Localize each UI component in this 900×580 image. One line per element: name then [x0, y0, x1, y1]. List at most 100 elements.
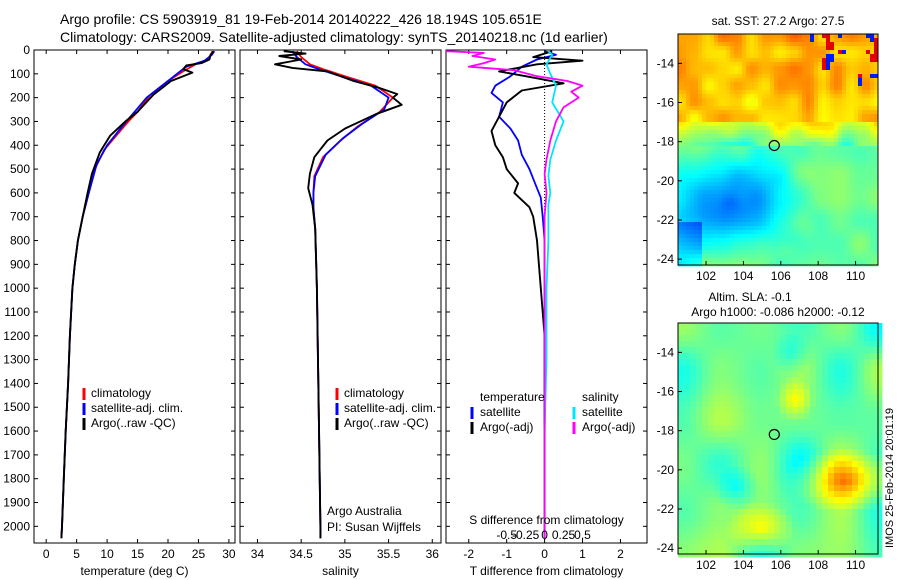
map-cell [858, 395, 865, 402]
map-cell [702, 186, 707, 191]
map-cell [750, 126, 755, 131]
map-cell [874, 214, 879, 219]
map-cell [694, 58, 699, 63]
map-cell [822, 202, 827, 207]
map-cell [698, 150, 703, 155]
map-cell [682, 34, 687, 39]
map-cell [790, 218, 795, 223]
map-cell [774, 389, 781, 396]
map-cell [754, 174, 759, 179]
map-cell [750, 246, 755, 251]
map-cell [858, 142, 863, 147]
map-cell [694, 126, 699, 131]
map-cell [814, 122, 819, 127]
map-cell [762, 353, 769, 360]
map-cell [746, 70, 751, 75]
legend-entry: satellite [582, 405, 623, 419]
map-cell [690, 150, 695, 155]
map-cell [866, 242, 871, 247]
map-cell [726, 106, 731, 111]
y-tick-label: 1500 [3, 400, 30, 414]
map-cell [874, 86, 879, 91]
map-cell [718, 34, 723, 39]
map-cell [780, 437, 787, 444]
map-cell [774, 94, 779, 99]
map-cell [714, 383, 721, 390]
map-cell [714, 110, 719, 115]
map-cell [838, 202, 843, 207]
map-cell [698, 46, 703, 51]
map-cell [838, 218, 843, 223]
map-cell [870, 74, 875, 79]
map-cell [828, 515, 835, 522]
map-cell [834, 425, 841, 432]
map-cell [786, 98, 791, 103]
map-cell [774, 162, 779, 167]
map-cell [750, 110, 755, 115]
map-cell [842, 166, 847, 171]
map-cell [678, 254, 683, 259]
map-cell [722, 190, 727, 195]
map-cell [720, 401, 727, 408]
map-cell [714, 206, 719, 211]
map-cell [690, 102, 695, 107]
map-cell [874, 50, 879, 55]
map-cell [834, 106, 839, 111]
map-cell [730, 134, 735, 139]
map-cell [858, 154, 863, 159]
map-cell [806, 106, 811, 111]
map-cell [798, 194, 803, 199]
map-cell [702, 214, 707, 219]
map-cell [678, 178, 683, 183]
map-cell [842, 62, 847, 67]
map-cell [702, 194, 707, 199]
map-cell [682, 66, 687, 71]
map-cell [870, 162, 875, 167]
map-cell [830, 94, 835, 99]
map-cell [792, 455, 799, 462]
map-cell [816, 383, 823, 390]
map-cell [870, 353, 877, 360]
map-cell [714, 323, 721, 330]
map-cell [870, 94, 875, 99]
map-cell [810, 533, 817, 540]
map-cell [686, 230, 691, 235]
map-cell [864, 371, 871, 378]
map-cell [678, 38, 683, 43]
map-cell [766, 150, 771, 155]
map-cell [830, 130, 835, 135]
map-cell [682, 74, 687, 79]
map-cell [780, 533, 787, 540]
map-cell [786, 503, 793, 510]
map-cell [870, 335, 877, 342]
map-cell [706, 114, 711, 119]
map-cell [706, 86, 711, 91]
map-cell [770, 170, 775, 175]
map-cell [690, 545, 697, 552]
map-cell [742, 58, 747, 63]
map-cell [678, 238, 683, 243]
map-cell [804, 335, 811, 342]
map-cell [826, 42, 831, 47]
map-cell [762, 66, 767, 71]
map-cell [806, 78, 811, 83]
map-cell [750, 395, 757, 402]
map-cell [732, 335, 739, 342]
map-cell [852, 401, 859, 408]
map-cell [806, 206, 811, 211]
map-cell [690, 170, 695, 175]
map-cell [770, 254, 775, 259]
map-x-tick-label: 106 [771, 269, 791, 283]
map-cell [786, 419, 793, 426]
map-cell [698, 122, 703, 127]
map-cell [826, 98, 831, 103]
map-cell [814, 114, 819, 119]
map-cell [810, 170, 815, 175]
map-cell [794, 134, 799, 139]
map-cell [754, 102, 759, 107]
map-cell [830, 110, 835, 115]
map-cell [758, 58, 763, 63]
map-cell [756, 533, 763, 540]
map-cell [834, 254, 839, 259]
map-cell [718, 198, 723, 203]
